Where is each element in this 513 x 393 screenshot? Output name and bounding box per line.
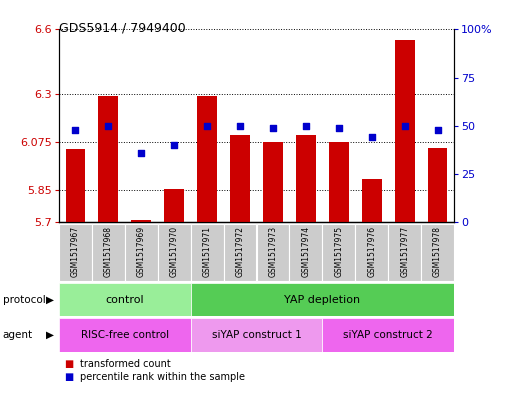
FancyBboxPatch shape [356, 224, 388, 281]
Text: ■: ■ [64, 359, 73, 369]
Bar [428, 148, 447, 222]
FancyBboxPatch shape [125, 224, 157, 281]
Point [236, 123, 244, 129]
FancyBboxPatch shape [388, 224, 421, 281]
Bar [263, 142, 283, 222]
FancyBboxPatch shape [322, 224, 355, 281]
Bar [59, 283, 191, 316]
Bar [59, 318, 191, 352]
Point [269, 125, 277, 131]
Bar [191, 318, 322, 352]
Text: GSM1517967: GSM1517967 [71, 226, 80, 277]
Point [71, 127, 80, 133]
Bar [322, 318, 454, 352]
Text: GSM1517970: GSM1517970 [170, 226, 179, 277]
Bar [394, 40, 415, 222]
Bar [66, 149, 85, 222]
Text: ▶: ▶ [46, 295, 54, 305]
Point [401, 123, 409, 129]
Text: GSM1517976: GSM1517976 [367, 226, 376, 277]
Text: GSM1517972: GSM1517972 [235, 226, 245, 277]
Point [302, 123, 310, 129]
Point [334, 125, 343, 131]
Bar [164, 189, 184, 222]
Text: agent: agent [3, 330, 33, 340]
Point [104, 123, 112, 129]
Bar [230, 135, 250, 222]
FancyBboxPatch shape [59, 224, 92, 281]
Text: siYAP construct 1: siYAP construct 1 [212, 330, 301, 340]
FancyBboxPatch shape [158, 224, 191, 281]
Bar [98, 96, 118, 222]
FancyBboxPatch shape [224, 224, 256, 281]
FancyBboxPatch shape [92, 224, 125, 281]
Text: GSM1517977: GSM1517977 [400, 226, 409, 277]
Bar [131, 220, 151, 222]
Bar [197, 96, 217, 222]
FancyBboxPatch shape [256, 224, 289, 281]
Text: GSM1517978: GSM1517978 [433, 226, 442, 277]
Point [170, 142, 179, 148]
Text: GSM1517968: GSM1517968 [104, 226, 113, 277]
Text: GSM1517969: GSM1517969 [137, 226, 146, 277]
Text: ■: ■ [64, 372, 73, 382]
Text: transformed count: transformed count [80, 359, 170, 369]
Text: GSM1517971: GSM1517971 [203, 226, 212, 277]
Text: protocol: protocol [3, 295, 45, 305]
Text: control: control [106, 295, 144, 305]
Text: GSM1517975: GSM1517975 [334, 226, 343, 277]
Bar [362, 179, 382, 222]
Text: percentile rank within the sample: percentile rank within the sample [80, 372, 245, 382]
Bar [296, 135, 315, 222]
Point [203, 123, 211, 129]
FancyBboxPatch shape [191, 224, 224, 281]
FancyBboxPatch shape [289, 224, 322, 281]
Bar [191, 283, 454, 316]
Text: ▶: ▶ [46, 330, 54, 340]
Text: GSM1517973: GSM1517973 [268, 226, 278, 277]
Point [137, 150, 145, 156]
Text: YAP depletion: YAP depletion [284, 295, 361, 305]
Point [368, 134, 376, 140]
FancyBboxPatch shape [421, 224, 454, 281]
Point [433, 127, 442, 133]
Text: GSM1517974: GSM1517974 [301, 226, 310, 277]
Text: GDS5914 / 7949400: GDS5914 / 7949400 [59, 22, 186, 35]
Bar [329, 142, 349, 222]
Text: siYAP construct 2: siYAP construct 2 [343, 330, 433, 340]
Text: RISC-free control: RISC-free control [81, 330, 169, 340]
